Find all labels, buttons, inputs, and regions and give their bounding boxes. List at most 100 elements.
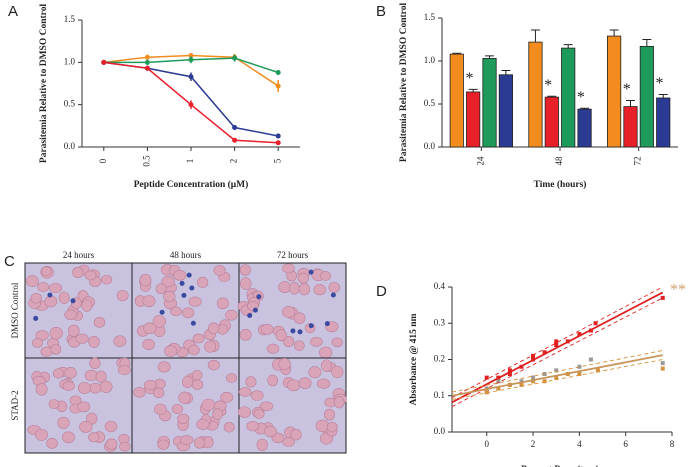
parasite [189, 285, 195, 291]
cell [46, 437, 58, 449]
parasite [179, 280, 185, 286]
y-tick-label: 0.1 [434, 390, 445, 400]
error-bar [563, 44, 573, 49]
x-tick-label: 0 [98, 158, 108, 163]
point [577, 372, 582, 376]
cell [289, 282, 300, 295]
cell [240, 277, 252, 290]
cell [88, 382, 102, 394]
cell [44, 295, 58, 308]
cell [226, 373, 238, 383]
cell [282, 263, 295, 274]
y-tick-label: 0.0 [64, 141, 76, 151]
point [660, 295, 665, 300]
y-axis-label: Absorbance @ 415 nm [409, 313, 419, 405]
point [144, 59, 150, 65]
cell [298, 377, 312, 389]
point [496, 379, 501, 384]
cell [64, 367, 77, 379]
cell [320, 271, 332, 281]
y-tick-label: 0.4 [434, 281, 446, 291]
cell [173, 270, 187, 281]
x-axis-label: Peptide Concentration (μM) [134, 179, 249, 190]
point [275, 140, 281, 146]
cell [116, 290, 129, 302]
cell [40, 266, 52, 277]
cell [133, 386, 146, 398]
cell [191, 379, 204, 390]
cell [328, 282, 341, 293]
point [531, 379, 536, 384]
cell [143, 322, 157, 334]
point [554, 368, 559, 373]
x-axis-label: Percent Parasitemia [521, 465, 603, 467]
cell [32, 337, 43, 348]
cell [30, 292, 42, 304]
annotation: * [656, 75, 664, 92]
cell [49, 326, 63, 340]
y-tick-label: 0.0 [424, 141, 436, 151]
point [595, 368, 600, 373]
cell [297, 272, 309, 284]
x-tick-label: 2 [531, 439, 536, 449]
cell [239, 264, 252, 276]
cell [57, 416, 70, 429]
cell [321, 359, 332, 372]
cell [67, 324, 80, 337]
bar [561, 47, 576, 148]
cell [181, 307, 195, 319]
cell [239, 328, 252, 341]
cell [266, 343, 280, 354]
error-bar [547, 95, 557, 98]
annotation: * [544, 77, 552, 94]
cell [64, 309, 77, 320]
cell [79, 421, 93, 433]
cell [313, 284, 327, 296]
cell [95, 370, 107, 383]
cell [207, 359, 220, 371]
x-tick-label: 48 [554, 156, 564, 166]
parasite [324, 321, 330, 327]
x-tick-label: 4 [577, 439, 582, 449]
error-bar [452, 52, 462, 55]
x-tick-label: 0 [484, 439, 489, 449]
error-bar [501, 69, 511, 75]
bar [544, 96, 559, 148]
y-tick-label: 0.0 [434, 426, 446, 436]
cell [331, 337, 343, 348]
point [588, 357, 593, 362]
cell [201, 398, 216, 411]
confidence-line [451, 359, 663, 400]
cell [250, 390, 264, 401]
cell [225, 309, 238, 321]
cell [35, 330, 49, 341]
cell [62, 431, 75, 444]
cell [283, 336, 295, 348]
cell [263, 425, 277, 438]
x-tick-label: 72 [633, 157, 643, 166]
point [531, 375, 536, 380]
cell [101, 274, 113, 285]
cell [139, 273, 152, 287]
point [519, 379, 524, 384]
bar [639, 45, 654, 148]
cell [163, 290, 176, 303]
point [188, 74, 194, 80]
cell [52, 368, 64, 379]
point [275, 133, 281, 139]
cell [58, 291, 70, 304]
cell [35, 428, 49, 441]
row-label: STAD-2 [10, 390, 20, 420]
bar [656, 97, 671, 148]
cell [99, 380, 113, 393]
y-tick-label: 0.5 [64, 99, 76, 109]
point [484, 390, 489, 395]
cell [105, 438, 118, 450]
point [484, 375, 489, 380]
point [507, 368, 512, 373]
parasite [181, 292, 187, 298]
cell [223, 421, 235, 433]
parasite [297, 329, 303, 335]
cell [144, 379, 157, 390]
